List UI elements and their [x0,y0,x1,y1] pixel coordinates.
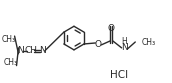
Text: N: N [17,46,24,55]
Text: O: O [95,40,102,49]
Text: N: N [121,43,128,52]
Text: N: N [39,46,46,55]
Text: CH: CH [25,46,38,55]
Text: CH₃: CH₃ [4,58,18,67]
Text: CH₃: CH₃ [2,35,16,44]
Text: HCl: HCl [110,70,128,80]
Text: H: H [122,38,127,46]
Text: O: O [108,24,114,33]
Text: CH₃: CH₃ [142,39,156,47]
